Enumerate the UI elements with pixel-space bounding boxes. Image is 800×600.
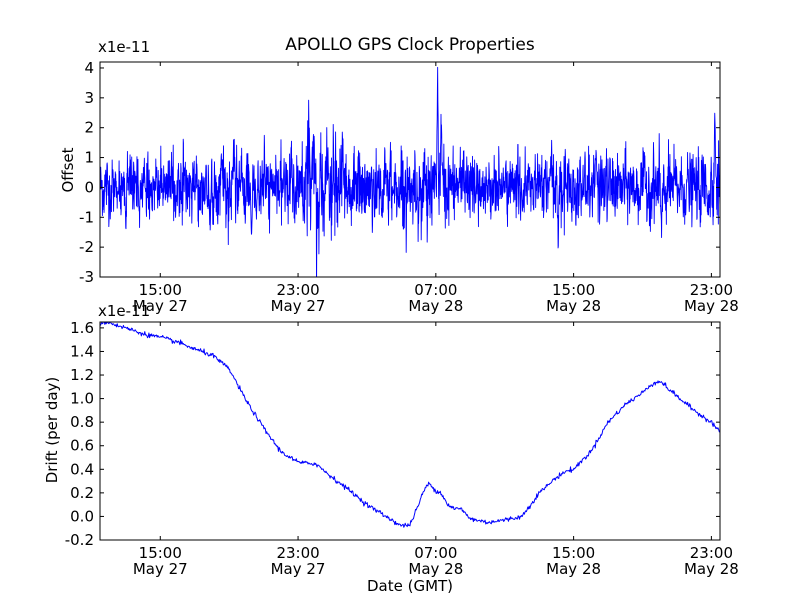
y-tick-label: -2 [79,238,94,256]
y-tick-label: 4 [84,59,94,77]
y-tick-label: 1.4 [70,342,94,360]
x-tick-label-date: May 28 [546,560,601,578]
y-tick-label: -0.2 [65,531,94,549]
offset-scale-label: x1e-11 [98,38,150,56]
drift-scale-label: x1e-11 [98,302,150,320]
y-tick-label: 3 [84,89,94,107]
y-tick-label: 2 [84,119,94,137]
x-tick-label-time: 15:00 [552,544,595,562]
x-tick-label-date: May 28 [408,560,463,578]
x-tick-label-time: 23:00 [276,544,319,562]
x-tick-label-date: May 27 [133,297,188,315]
x-tick-label-date: May 28 [684,560,739,578]
x-tick-label-time: 23:00 [690,281,733,299]
x-tick-label-date: May 27 [271,297,326,315]
y-tick-label: 0 [84,178,94,196]
x-tick-label-time: 15:00 [139,544,182,562]
drift-panel: x1e-11 Drift (per day) -0.2 0.0 0.2 0.4 0.6 0… [43,302,739,578]
y-tick-label: 0.0 [70,507,94,525]
offset-plot-frame [99,61,721,278]
y-tick-label: 0.8 [70,413,94,431]
x-tick-label-time: 07:00 [414,281,457,299]
drift-plot-frame [99,321,721,541]
x-tick-label-time: 23:00 [276,281,319,299]
y-tick-label: 0.6 [70,437,94,455]
chart-title: APOLLO GPS Clock Properties [285,35,535,55]
x-tick-label-time: 15:00 [139,281,182,299]
y-tick-label: 1.2 [70,366,94,384]
y-tick-label: 0.2 [70,484,94,502]
x-tick-label-date: May 27 [133,560,188,578]
x-tick-label-date: May 28 [408,297,463,315]
y-tick-label: -3 [79,268,94,286]
x-tick-label-date: May 28 [546,297,601,315]
x-tick-label-time: 23:00 [690,544,733,562]
x-tick-label-time: 07:00 [414,544,457,562]
x-tick-label-date: May 27 [271,560,326,578]
y-tick-label: -1 [79,208,94,226]
y-tick-label: 1 [84,149,94,167]
drift-y-axis-label: Drift (per day) [43,377,61,484]
offset-y-axis-label: Offset [59,147,77,192]
x-tick-label-time: 15:00 [552,281,595,299]
x-axis-label: Date (GMT) [367,577,453,595]
x-tick-label-date: May 28 [684,297,739,315]
y-tick-label: 1.6 [70,319,94,337]
y-tick-label: 1.0 [70,390,94,408]
y-tick-label: 0.4 [70,460,94,478]
offset-series-line [100,66,720,277]
drift-series-line [100,322,720,528]
